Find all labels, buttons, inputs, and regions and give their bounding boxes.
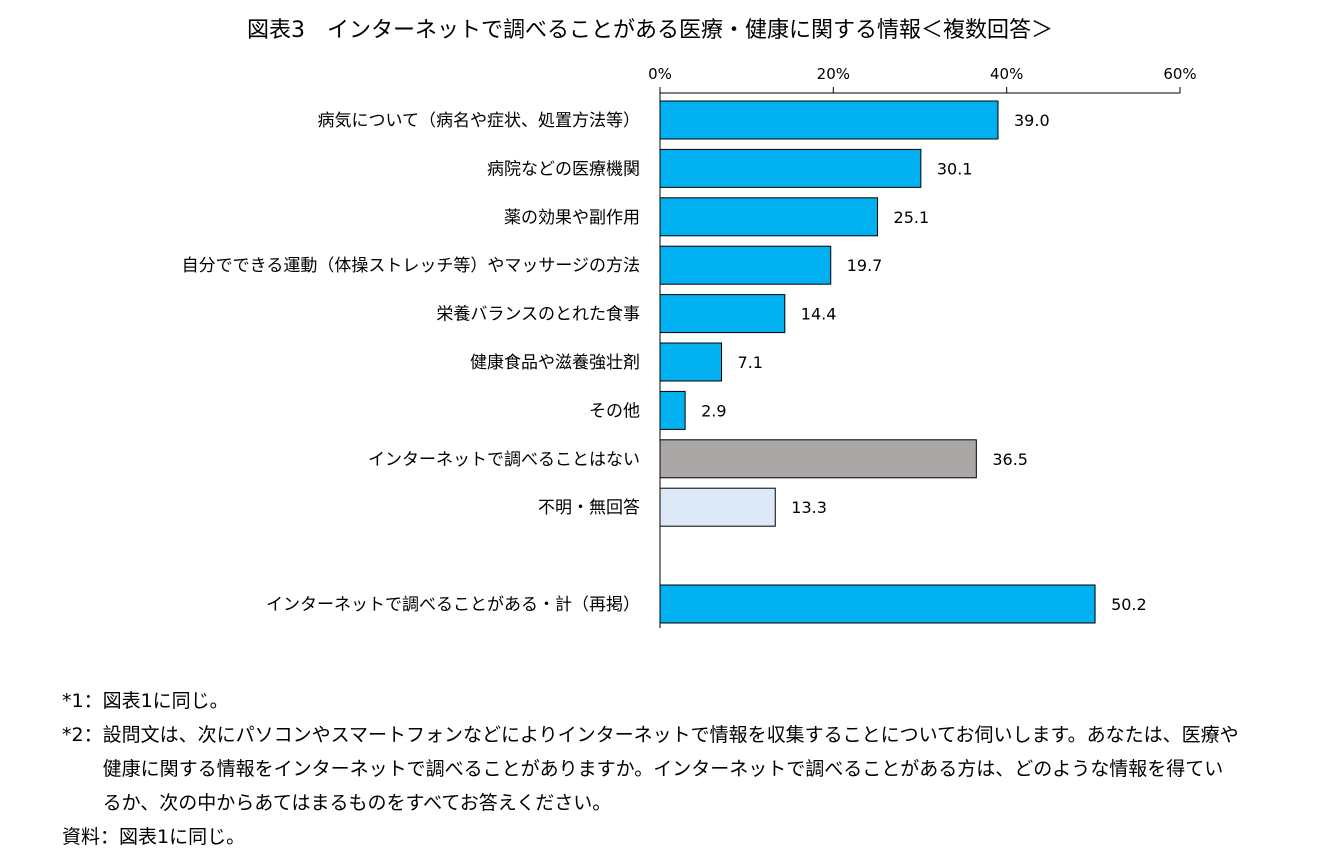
footnote-mark: *2： (62, 724, 103, 746)
bar (659, 100, 999, 140)
footnote-text: 図表1に同じ。 (102, 690, 229, 712)
bar (659, 294, 786, 334)
data-label: 36.5 (992, 450, 1028, 469)
category-label: 病気について（病名や症状、処置方法等） (318, 111, 641, 131)
category-label: 不明・無回答 (538, 498, 640, 518)
data-label: 25.1 (894, 208, 930, 227)
data-label: 7.1 (738, 353, 763, 372)
category-label: 薬の効果や副作用 (504, 208, 640, 228)
source-note: 資料： 図表1に同じ。 (62, 820, 1242, 854)
footnote-mark: *1： (62, 690, 103, 712)
data-label: 13.3 (791, 498, 827, 517)
bar (659, 245, 832, 285)
data-label: 39.0 (1014, 111, 1050, 130)
bar (659, 390, 686, 430)
data-label: 50.2 (1111, 595, 1147, 614)
footnote-text: 設問文は、次にパソコンやスマートフォンなどによりインターネットで情報を収集するこ… (102, 724, 1239, 814)
data-label: 2.9 (701, 401, 726, 420)
category-label: その他 (589, 401, 640, 421)
chart-title: 図表3 インターネットで調べることがある医療・健康に関する情報＜複数回答＞ (247, 18, 1053, 43)
data-label: 30.1 (937, 159, 973, 178)
bar (659, 487, 776, 527)
data-label: 14.4 (801, 305, 837, 324)
category-label: インターネットで調べることがある・計（再掲） (266, 595, 640, 615)
x-tick-label: 40% (990, 65, 1023, 83)
category-label: 自分でできる運動（体操ストレッチ等）やマッサージの方法 (182, 256, 640, 276)
bar (659, 197, 879, 237)
category-label: インターネットで調べることはない (368, 450, 640, 470)
bar (659, 342, 723, 382)
footnote-2: *2： 設問文は、次にパソコンやスマートフォンなどによりインターネットで情報を収集… (62, 718, 1242, 820)
category-label: 栄養バランスのとれた食事 (436, 305, 640, 325)
category-label: 病院などの医療機関 (487, 159, 640, 179)
footnote-1: *1： 図表1に同じ。 (62, 684, 1242, 718)
bar (659, 439, 977, 479)
footnotes: *1： 図表1に同じ。 *2： 設問文は、次にパソコンやスマートフォンなどによりイン… (62, 684, 1242, 854)
bar (659, 148, 922, 188)
source-mark: 資料： (62, 826, 120, 848)
x-tick-label: 0% (648, 65, 672, 83)
bar (659, 584, 1096, 624)
data-label: 19.7 (847, 256, 883, 275)
category-label: 健康食品や滋養強壮剤 (470, 353, 640, 373)
source-text: 図表1に同じ。 (119, 826, 246, 848)
x-tick-label: 60% (1163, 65, 1196, 83)
bar-chart: 0% 20% 40% 60% 病気について（病名や症状、処置方法等） 39.0 病院などの医… (182, 65, 1197, 628)
x-tick-label: 20% (817, 65, 850, 83)
